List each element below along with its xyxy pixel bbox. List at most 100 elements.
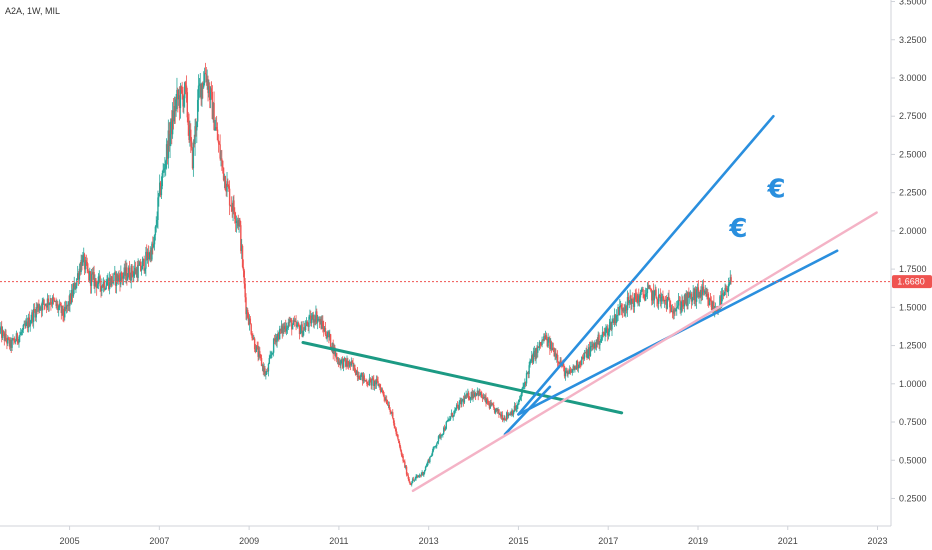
candle-body [469,397,472,400]
candle-body [649,285,651,289]
time-tick-label: 2019 [688,536,708,546]
candle-body [590,346,592,347]
candle-body [268,358,271,364]
candle-body [682,300,684,305]
candle-body [449,419,451,420]
candle-body [619,304,622,306]
candle-body [550,341,552,350]
candle-body [698,291,700,297]
candle-body [462,399,465,403]
candle-body [261,365,264,366]
candle-body [291,324,294,330]
trendline-4[interactable] [503,385,552,436]
trendline-1[interactable] [301,341,624,415]
trendlines-layer[interactable] [301,114,878,493]
candle-body [232,200,234,212]
candle-body [631,298,633,305]
candle-body [171,110,174,135]
candle-body [354,372,357,375]
candle-body [13,340,16,342]
candle-body [1,326,3,338]
candle-body [449,416,452,420]
candle-body [346,360,348,367]
candle-body [32,312,34,322]
candle-body [592,344,594,347]
candle-body [89,271,91,281]
candle-body [507,414,510,417]
trendline-5[interactable] [411,211,878,493]
candle-body [425,466,428,467]
candle-body [508,414,510,416]
candle-body [1,330,4,338]
candle-body [161,173,163,187]
candle-body [249,318,252,325]
candle-body [43,299,45,304]
candle-body [399,446,402,451]
candle-body [41,301,43,311]
candle-body [358,375,360,379]
candle-body [47,298,50,306]
candle-body [298,326,301,335]
time-axis[interactable]: 2005 2007 2009 2011 2013 2015 2017 2019 2021 2023 [60,526,888,546]
candle-body [335,352,337,356]
candle-body [8,339,11,347]
candle-body [95,278,97,283]
candle-body [125,267,127,276]
time-tick-label: 2023 [868,536,888,546]
candle-body [424,466,427,471]
candle-body [251,334,253,338]
candle-body [338,361,340,365]
symbol-label: A2A, 1W, MIL [5,6,60,16]
candle-body [181,90,183,94]
candle-body [115,273,118,286]
candle-body [700,290,702,297]
candle-body [499,414,502,417]
candle-body [264,368,266,375]
candle-body [122,275,125,279]
candle-body [630,295,632,305]
candle-body [493,407,496,413]
candle-body [228,188,231,206]
candle-body [22,325,25,330]
candle-body [457,405,460,410]
candle-body [490,402,492,406]
candle-body [124,267,126,276]
candle-body [635,295,637,300]
candle-body [371,378,373,386]
candle-body [231,207,233,212]
candle-body [111,276,113,284]
candle-body [398,439,400,443]
candle-body [487,403,490,405]
candle-body [238,219,240,227]
candle-body [372,378,374,380]
candle-body [532,352,535,363]
candle-body [384,397,386,400]
candle-body [192,142,195,169]
candle-body [556,354,558,358]
candle-body [109,278,112,286]
candle-body [121,272,123,277]
trendline-2[interactable] [517,114,775,416]
candle-body [245,297,247,315]
candle-body [660,297,662,302]
candle-body [638,297,641,302]
candle-body [427,459,429,463]
candle-body [69,293,71,306]
price-axis[interactable]: 0.2500 0.5000 0.7500 1.0000 1.2500 1.5000 1.75… [891,0,927,503]
candle-body [185,85,188,93]
candle-body [663,300,666,302]
candle-body [310,315,312,324]
candle-body [177,95,180,100]
candle-body [347,360,349,366]
candle-body [82,255,84,266]
candle-body [553,348,555,357]
candle-body [39,307,42,309]
candle-body [473,394,475,397]
candle-body [64,306,66,318]
candle-body [229,205,232,207]
candle-body [549,338,551,350]
candle-body [632,302,635,307]
candle-body [581,356,584,358]
candle-body [379,384,381,388]
